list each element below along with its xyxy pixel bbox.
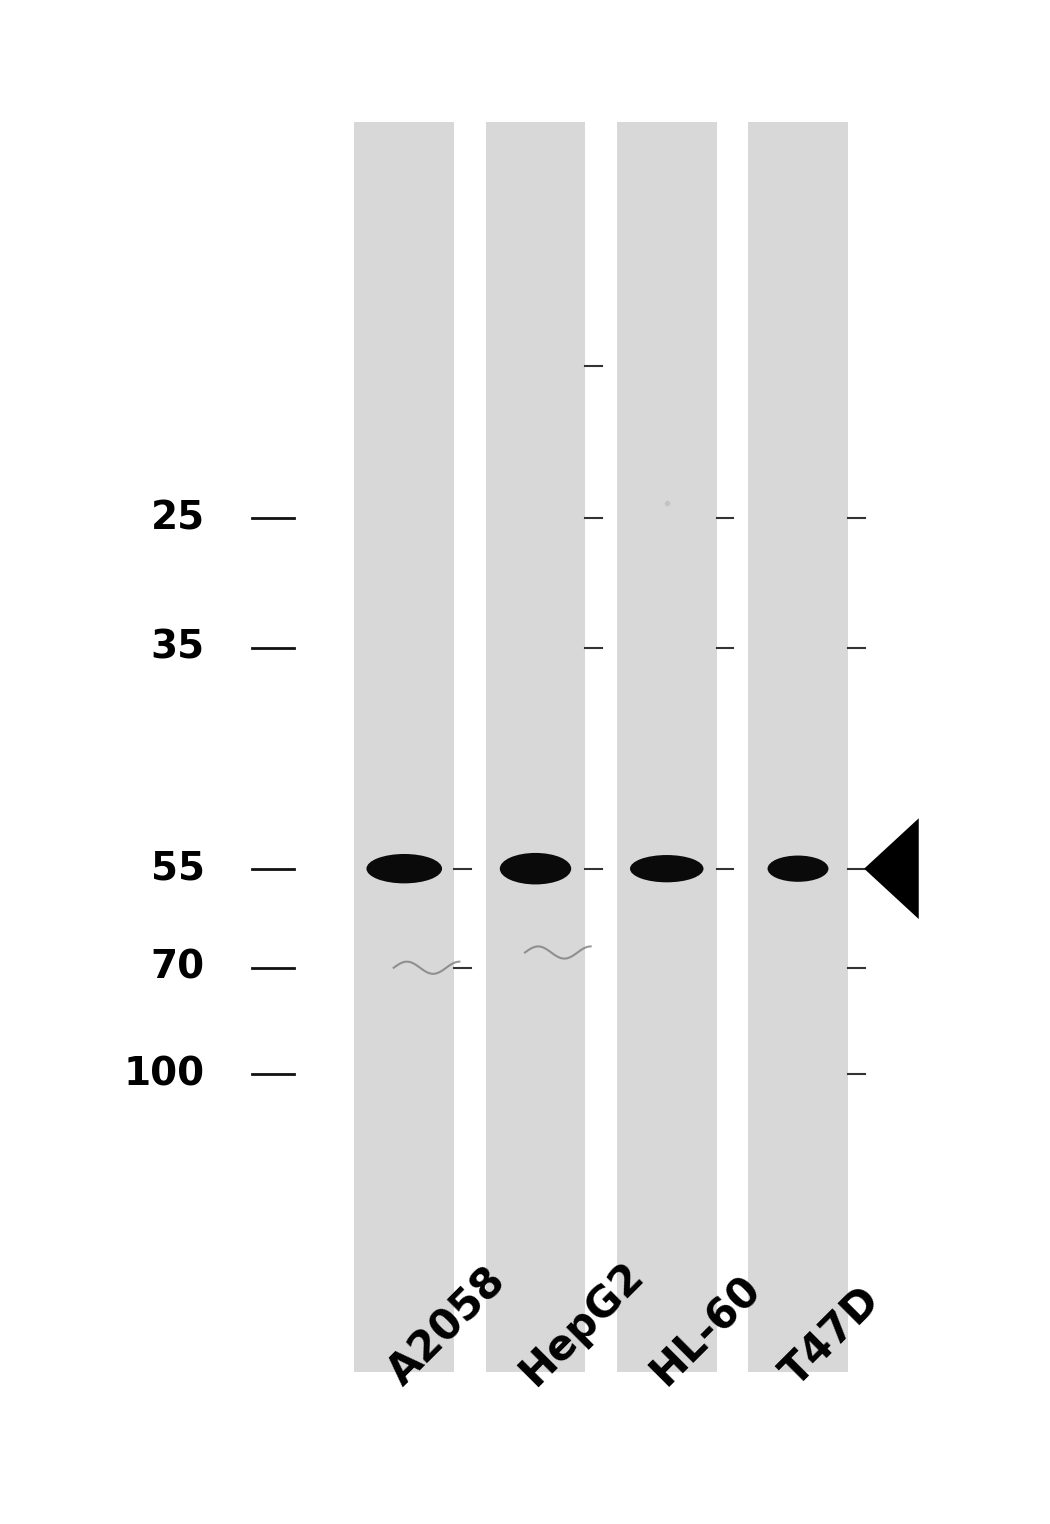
Bar — [355, 122, 454, 1372]
Bar — [485, 122, 586, 1372]
Text: 100: 100 — [124, 1056, 205, 1093]
Text: T47D: T47D — [774, 1279, 888, 1394]
Ellipse shape — [500, 853, 571, 884]
Text: 35: 35 — [150, 629, 205, 666]
Text: 25: 25 — [150, 500, 205, 536]
Ellipse shape — [630, 855, 704, 882]
Text: 70: 70 — [150, 949, 205, 986]
Text: HL-60: HL-60 — [643, 1268, 769, 1394]
Text: 55: 55 — [151, 850, 205, 887]
Bar — [617, 122, 716, 1372]
Ellipse shape — [366, 853, 442, 884]
Text: A2058: A2058 — [380, 1260, 514, 1394]
Ellipse shape — [768, 855, 828, 882]
Bar — [748, 122, 848, 1372]
Text: HepG2: HepG2 — [511, 1254, 651, 1394]
Polygon shape — [864, 818, 919, 919]
